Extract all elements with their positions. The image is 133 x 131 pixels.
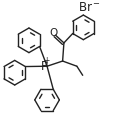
Text: O: O xyxy=(49,28,57,38)
Text: Br$^-$: Br$^-$ xyxy=(78,1,101,14)
Text: P: P xyxy=(41,60,48,73)
Text: +: + xyxy=(43,56,50,64)
